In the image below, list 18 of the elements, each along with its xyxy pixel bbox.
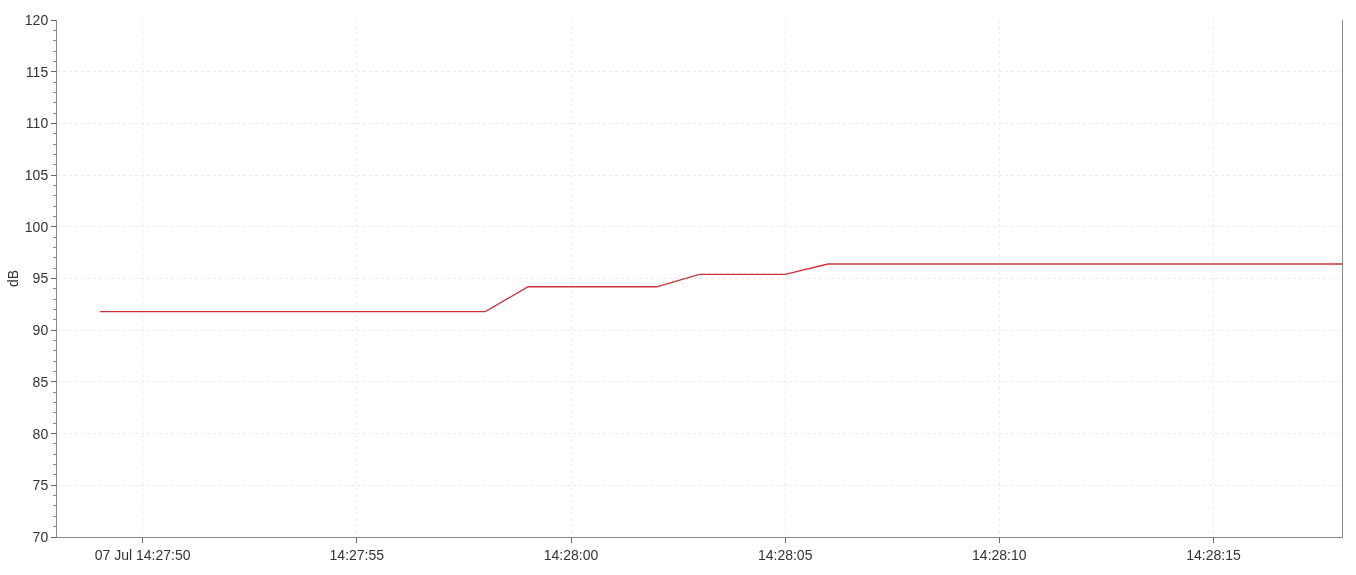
x-tick-label: 14:28:05 [757, 546, 813, 563]
y-tick-label: 95 [32, 270, 49, 287]
y-axis-title: dB [5, 269, 22, 288]
y-tick-label: 120 [24, 11, 49, 28]
x-tick-label: 14:27:55 [329, 546, 385, 563]
y-tick-label: 105 [24, 167, 49, 183]
x-tick-label: 14:28:10 [972, 546, 1027, 563]
y-tick-label: 80 [32, 425, 49, 442]
y-tick-label: 110 [25, 115, 49, 132]
y-tick-label: 100 [24, 218, 49, 235]
x-tick-label: 14:28:15 [1186, 546, 1241, 563]
x-tick-label: 14:28:00 [543, 546, 599, 563]
y-tick-label: 85 [32, 373, 49, 390]
x-tick-label: 07 Jul 14:27:50 [94, 546, 191, 563]
y-tick-label: 70 [32, 528, 49, 545]
y-tick-label: 75 [32, 477, 49, 494]
y-tick-label: 115 [25, 63, 49, 80]
y-tick-label: 90 [32, 322, 49, 339]
